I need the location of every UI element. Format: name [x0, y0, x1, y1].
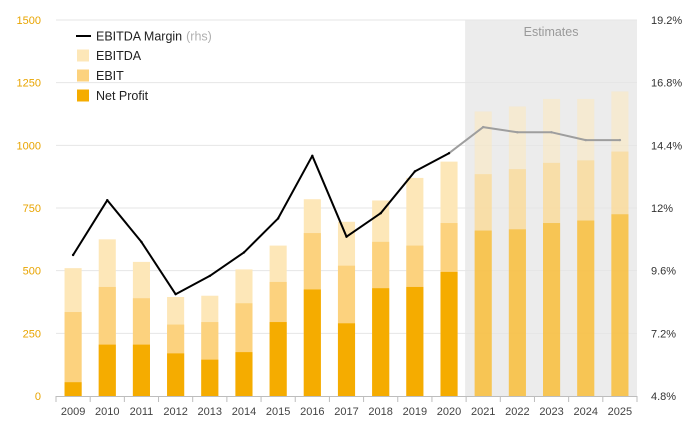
y-right-tick-16.8%: 16.8%: [651, 78, 682, 90]
y-left-tick-250: 250: [23, 328, 41, 340]
x-tick-label-2019: 2019: [403, 406, 427, 418]
bar-net-profit-2016: [303, 289, 321, 396]
margin-point-2014: [242, 251, 246, 254]
bar-net-profit-2018: [372, 288, 390, 396]
y-left-tick-1500: 1500: [17, 15, 41, 27]
bar-net-profit-2017: [337, 323, 356, 396]
margin-point-2016: [311, 154, 314, 157]
y-right-tick-7.2%: 7.2%: [651, 328, 676, 340]
x-tick-label-2025: 2025: [608, 406, 632, 418]
bar-net-profit-2025: [611, 214, 629, 396]
bar-net-profit-2019: [406, 286, 424, 396]
y-left-tick-1250: 1250: [17, 78, 41, 90]
legend: EBITDA Margin (rhs) EBITDA EBIT Net Profi…: [76, 30, 212, 103]
y-right-tick-12%: 12%: [651, 203, 673, 215]
legend-label-rhs-suffix: (rhs): [186, 30, 212, 44]
x-tick-label-2012: 2012: [163, 406, 187, 418]
y-right-tick-9.6%: 9.6%: [651, 266, 676, 278]
margin-point-2024: [584, 138, 587, 142]
bar-net-profit-2011: [132, 344, 150, 396]
legend-swatch-ebitda: [77, 49, 89, 62]
margin-point-2011: [140, 240, 143, 244]
bar-net-profit-2015: [269, 322, 287, 396]
bar-net-profit-2013: [201, 359, 219, 396]
margin-point-2009: [71, 253, 75, 257]
margin-point-2019: [413, 170, 417, 173]
margin-point-2020: [447, 151, 451, 155]
y-left-tick-500: 500: [23, 266, 41, 278]
legend-label-ebit: EBIT: [96, 69, 124, 83]
bar-net-profit-2020: [440, 271, 458, 396]
margin-point-2023: [550, 131, 553, 134]
x-tick-label-2016: 2016: [300, 406, 324, 418]
margin-point-2021: [482, 125, 485, 129]
margin-point-2012: [174, 292, 177, 296]
x-tick-label-2015: 2015: [266, 406, 290, 418]
y-right-tick-14.4%: 14.4%: [651, 140, 682, 152]
x-tick-label-2022: 2022: [505, 406, 529, 418]
x-tick-label-2018: 2018: [368, 406, 392, 418]
x-tick-label-2013: 2013: [198, 406, 222, 418]
margin-point-2015: [276, 217, 280, 220]
y-left-tick-1000: 1000: [17, 140, 41, 152]
legend-label-ebitda: EBITDA: [96, 49, 142, 63]
estimates-label: Estimates: [524, 25, 579, 39]
legend-swatch-ebit: [77, 69, 89, 82]
y-left-tick-0: 0: [35, 391, 41, 403]
x-tick-label-2021: 2021: [471, 406, 495, 418]
margin-line-actual: [72, 152, 450, 296]
margin-point-2017: [345, 235, 348, 238]
x-tick-label-2017: 2017: [334, 406, 358, 418]
bar-net-profit-2021: [474, 230, 492, 396]
bar-ebit-2009: [64, 312, 82, 396]
bar-net-profit-2023: [543, 223, 561, 396]
x-tick-label-2010: 2010: [95, 406, 119, 418]
margin-point-2022: [516, 131, 519, 134]
margin-line-estimate: [448, 126, 620, 154]
legend-swatch-net-profit: [77, 89, 89, 102]
x-tick-label-2011: 2011: [130, 406, 154, 418]
margin-point-2010: [106, 198, 109, 202]
bar-net-profit-2022: [508, 229, 526, 396]
x-tick-label-2020: 2020: [437, 406, 461, 418]
margin-point-2025: [618, 138, 622, 142]
x-tick-label-2023: 2023: [539, 406, 563, 418]
bar-net-profit-2012: [167, 353, 185, 396]
x-tick-label-2014: 2014: [232, 406, 256, 418]
y-right-tick-4.8%: 4.8%: [651, 391, 676, 403]
legend-item-ebitda-margin: EBITDA Margin (rhs): [96, 30, 212, 44]
x-tick-label-2024: 2024: [573, 406, 597, 418]
y-right-tick-19.2%: 19.2%: [651, 15, 682, 27]
y-left-tick-750: 750: [23, 203, 41, 215]
margin-point-2013: [208, 274, 211, 278]
x-tick-label-2009: 2009: [61, 406, 85, 418]
legend-label-ebitda-margin: EBITDA Margin: [96, 30, 182, 44]
bar-net-profit-2014: [235, 352, 253, 396]
legend-label-net-profit: Net Profit: [96, 89, 149, 103]
bar-net-profit-2009: [64, 382, 82, 396]
bar-net-profit-2010: [98, 344, 116, 396]
margin-point-2018: [379, 212, 382, 215]
bar-net-profit-2024: [577, 220, 595, 396]
